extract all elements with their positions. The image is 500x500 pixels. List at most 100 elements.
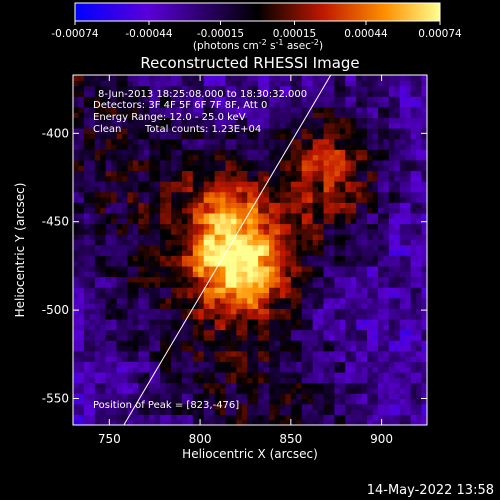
heatmap-cell <box>241 207 248 214</box>
heatmap-cell <box>100 101 107 108</box>
heatmap-cell <box>318 403 325 410</box>
heatmap-cell <box>220 165 227 172</box>
heatmap-cell <box>111 175 118 182</box>
heatmap-cell <box>111 350 118 357</box>
heatmap-cell <box>290 186 297 193</box>
heatmap-cell <box>377 308 385 315</box>
heatmap-cell <box>372 403 379 410</box>
heatmap-cell <box>203 271 210 278</box>
heatmap-cell <box>372 96 379 103</box>
heatmap-cell <box>230 202 237 209</box>
heatmap-cell <box>252 260 259 267</box>
heatmap-cell <box>225 276 232 283</box>
heatmap-cell <box>312 292 319 299</box>
heatmap-cell <box>377 159 385 166</box>
heatmap-cell <box>416 371 423 378</box>
heatmap-cell <box>410 345 417 352</box>
heatmap-cell <box>290 170 297 177</box>
heatmap-cell <box>367 149 374 156</box>
heatmap-cell <box>247 265 254 272</box>
heatmap-cell <box>383 207 390 214</box>
heatmap-cell <box>160 143 167 150</box>
heatmap-cell <box>290 196 297 203</box>
heatmap-cell <box>279 128 286 134</box>
heatmap-cell <box>214 403 221 410</box>
heatmap-cell <box>149 255 156 262</box>
heatmap-cell <box>312 303 319 309</box>
heatmap-cell <box>252 287 259 294</box>
heatmap-cell <box>73 196 80 203</box>
heatmap-cell <box>296 250 303 256</box>
heatmap-cell <box>165 96 172 103</box>
colorbar-tick-label: -0.00044 <box>125 28 173 40</box>
heatmap-cell <box>198 371 205 378</box>
heatmap-cell <box>334 361 341 368</box>
heatmap-cell <box>105 318 112 325</box>
heatmap-cell <box>160 122 167 129</box>
heatmap-cell <box>328 234 336 240</box>
heatmap-cell <box>111 133 118 140</box>
heatmap-cell <box>132 170 139 177</box>
heatmap-cell <box>263 154 270 161</box>
heatmap-cell <box>171 170 178 177</box>
heatmap-cell <box>171 85 178 92</box>
heatmap-cell <box>225 223 232 230</box>
heatmap-cell <box>171 419 178 425</box>
heatmap-cell <box>323 366 330 373</box>
heatmap-cell <box>203 112 210 119</box>
heatmap-cell <box>198 175 205 182</box>
heatmap-cell <box>285 90 292 97</box>
heatmap-cell <box>181 90 188 97</box>
heatmap-cell <box>307 165 314 172</box>
heatmap-cell <box>160 398 167 405</box>
heatmap-cell <box>165 207 172 214</box>
heatmap-cell <box>334 398 341 405</box>
heatmap-cell <box>220 281 227 288</box>
heatmap-cell <box>252 218 259 225</box>
heatmap-cell <box>285 345 292 352</box>
heatmap-cell <box>176 398 183 405</box>
heatmap-cell <box>296 239 303 246</box>
heatmap-cell <box>377 265 385 272</box>
heatmap-cell <box>181 281 188 288</box>
heatmap-cell <box>388 387 395 394</box>
heatmap-cell <box>149 202 156 209</box>
heatmap-cell <box>334 377 341 384</box>
heatmap-cell <box>143 175 150 182</box>
heatmap-cell <box>192 170 199 177</box>
heatmap-cell <box>405 387 412 394</box>
heatmap-cell <box>247 128 254 134</box>
heatmap-cell <box>105 218 112 225</box>
heatmap-cell <box>209 345 216 352</box>
heatmap-cell <box>350 382 357 389</box>
heatmap-cell <box>187 128 194 134</box>
heatmap-cell <box>318 398 325 405</box>
heatmap-cell <box>143 250 150 256</box>
heatmap-cell <box>361 202 368 209</box>
heatmap-cell <box>83 106 90 113</box>
heatmap-cell <box>290 143 297 150</box>
heatmap-cell <box>307 223 314 230</box>
heatmap-cell <box>367 244 374 251</box>
heatmap-cell <box>78 250 85 256</box>
heatmap-cell <box>405 175 412 182</box>
heatmap-cell <box>388 154 395 161</box>
heatmap-cell <box>154 334 161 341</box>
heatmap-cell <box>290 128 297 134</box>
heatmap-cell <box>176 170 183 177</box>
heatmap-cell <box>328 106 336 113</box>
heatmap-cell <box>192 112 199 119</box>
heatmap-cell <box>383 297 390 304</box>
heatmap-cell <box>421 96 427 103</box>
heatmap-cell <box>143 340 150 347</box>
heatmap-cell <box>323 334 330 341</box>
heatmap-cell <box>301 234 308 240</box>
heatmap-cell <box>132 234 139 240</box>
heatmap-cell <box>220 292 227 299</box>
heatmap-cell <box>73 202 80 209</box>
heatmap-cell <box>416 366 423 373</box>
heatmap-cell <box>181 138 188 145</box>
heatmap-cell <box>263 90 270 97</box>
heatmap-cell <box>367 356 374 362</box>
heatmap-cell <box>78 361 85 368</box>
